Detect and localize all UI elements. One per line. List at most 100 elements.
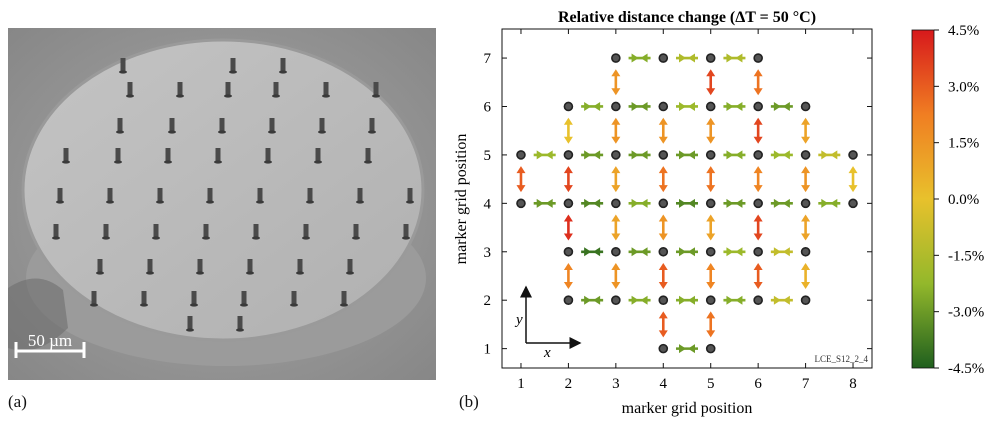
h-link-6 bbox=[723, 101, 746, 111]
pillar bbox=[237, 316, 243, 330]
pillar-base bbox=[116, 130, 124, 134]
pillar bbox=[253, 224, 259, 238]
v-link-27 bbox=[753, 262, 763, 289]
marker-dot bbox=[800, 295, 811, 306]
pillar bbox=[63, 148, 69, 162]
marker-dot bbox=[753, 295, 763, 306]
y-axis-label: marker grid position bbox=[453, 134, 470, 265]
pillar-base bbox=[196, 271, 204, 275]
pillar-base bbox=[56, 200, 64, 204]
pillar bbox=[225, 82, 231, 96]
pillar-base bbox=[164, 160, 172, 164]
pillar bbox=[187, 316, 193, 330]
pillar-base bbox=[252, 236, 260, 240]
marker-dot bbox=[658, 150, 669, 160]
h-link-9 bbox=[581, 150, 604, 160]
v-link-18 bbox=[611, 214, 621, 241]
pillar bbox=[53, 224, 59, 238]
h-link-8 bbox=[533, 150, 556, 160]
pillar-base bbox=[218, 130, 226, 134]
x-tick-label: 2 bbox=[565, 376, 573, 392]
pillar bbox=[315, 148, 321, 162]
h-link-26 bbox=[770, 247, 793, 257]
marker-dot bbox=[800, 198, 811, 209]
pillar bbox=[157, 188, 163, 202]
v-link-28 bbox=[801, 262, 811, 289]
marker-dot bbox=[611, 198, 621, 209]
pillar-base bbox=[114, 160, 122, 164]
marker-dot bbox=[563, 150, 574, 160]
links-layer bbox=[516, 53, 858, 354]
scale-bar: 50 µm bbox=[14, 331, 86, 358]
colorbar-tick-label: -3.0% bbox=[948, 305, 984, 321]
pillar-base bbox=[402, 236, 410, 240]
v-link-20 bbox=[706, 214, 716, 241]
h-link-31 bbox=[770, 295, 793, 305]
plot-frame bbox=[501, 28, 873, 369]
colorbar-tick-label: -4.5% bbox=[948, 361, 984, 377]
pillar-base bbox=[52, 236, 60, 240]
sem-micrograph: 50 µm bbox=[8, 28, 436, 380]
pillar bbox=[153, 224, 159, 238]
pillar bbox=[280, 58, 286, 72]
pillar-base bbox=[314, 160, 322, 164]
y-tick-label: 3 bbox=[484, 245, 492, 261]
pillar-base bbox=[264, 160, 272, 164]
marker-dot bbox=[563, 198, 574, 209]
marker-dot bbox=[705, 150, 716, 160]
pillar bbox=[165, 148, 171, 162]
chart-panel: Relative distance change (ΔT = 50 °C) 1 2… bbox=[440, 0, 1008, 419]
pillar-base bbox=[146, 271, 154, 275]
x-tick-label: 1 bbox=[517, 376, 525, 392]
pillar bbox=[353, 224, 359, 238]
marker-dot bbox=[516, 198, 526, 209]
pillar bbox=[407, 188, 413, 202]
v-link-7 bbox=[753, 117, 763, 144]
pillar-base bbox=[168, 130, 176, 134]
sample-id-annotation: LCE_S12_2_4 bbox=[814, 354, 868, 364]
marker-dot bbox=[800, 150, 811, 160]
marker-dot bbox=[705, 246, 716, 257]
h-link-20 bbox=[770, 198, 793, 208]
pillar bbox=[197, 259, 203, 273]
marker-dot bbox=[848, 198, 858, 209]
marker-dot bbox=[658, 101, 669, 112]
marker-dot bbox=[611, 53, 621, 63]
h-link-7 bbox=[770, 101, 793, 111]
v-link-12 bbox=[658, 166, 668, 193]
pillar-base bbox=[229, 70, 237, 74]
h-link-16 bbox=[581, 198, 604, 208]
pillar bbox=[269, 118, 275, 132]
x-tick-label: 8 bbox=[849, 376, 857, 392]
scale-bar-label: 50 µm bbox=[28, 331, 72, 350]
marker-dot bbox=[705, 343, 716, 354]
pillar bbox=[215, 148, 221, 162]
pillar bbox=[319, 118, 325, 132]
pillar-base bbox=[140, 303, 148, 307]
marker-dot bbox=[753, 53, 763, 63]
v-link-22 bbox=[801, 214, 811, 241]
pillar bbox=[365, 148, 371, 162]
v-link-23 bbox=[563, 262, 573, 289]
x-tick-label: 3 bbox=[612, 376, 620, 392]
pillar bbox=[257, 188, 263, 202]
pillar-base bbox=[296, 271, 304, 275]
pillar bbox=[291, 291, 297, 305]
y-tick-label: 1 bbox=[484, 342, 492, 358]
marker-dot bbox=[611, 101, 621, 112]
v-link-3 bbox=[563, 117, 573, 144]
pillar-base bbox=[272, 94, 280, 98]
pillar-base bbox=[119, 70, 127, 74]
v-link-29 bbox=[658, 311, 668, 338]
pillar bbox=[57, 188, 63, 202]
h-link-10 bbox=[628, 150, 651, 160]
marker-dot bbox=[658, 53, 669, 63]
pillar-base bbox=[186, 328, 194, 332]
pillar-base bbox=[240, 303, 248, 307]
marker-dot bbox=[611, 246, 621, 257]
colorbar bbox=[911, 29, 935, 369]
h-link-1 bbox=[676, 53, 698, 63]
pillar-base bbox=[156, 200, 164, 204]
pillar-base bbox=[126, 94, 134, 98]
h-link-18 bbox=[676, 198, 698, 208]
